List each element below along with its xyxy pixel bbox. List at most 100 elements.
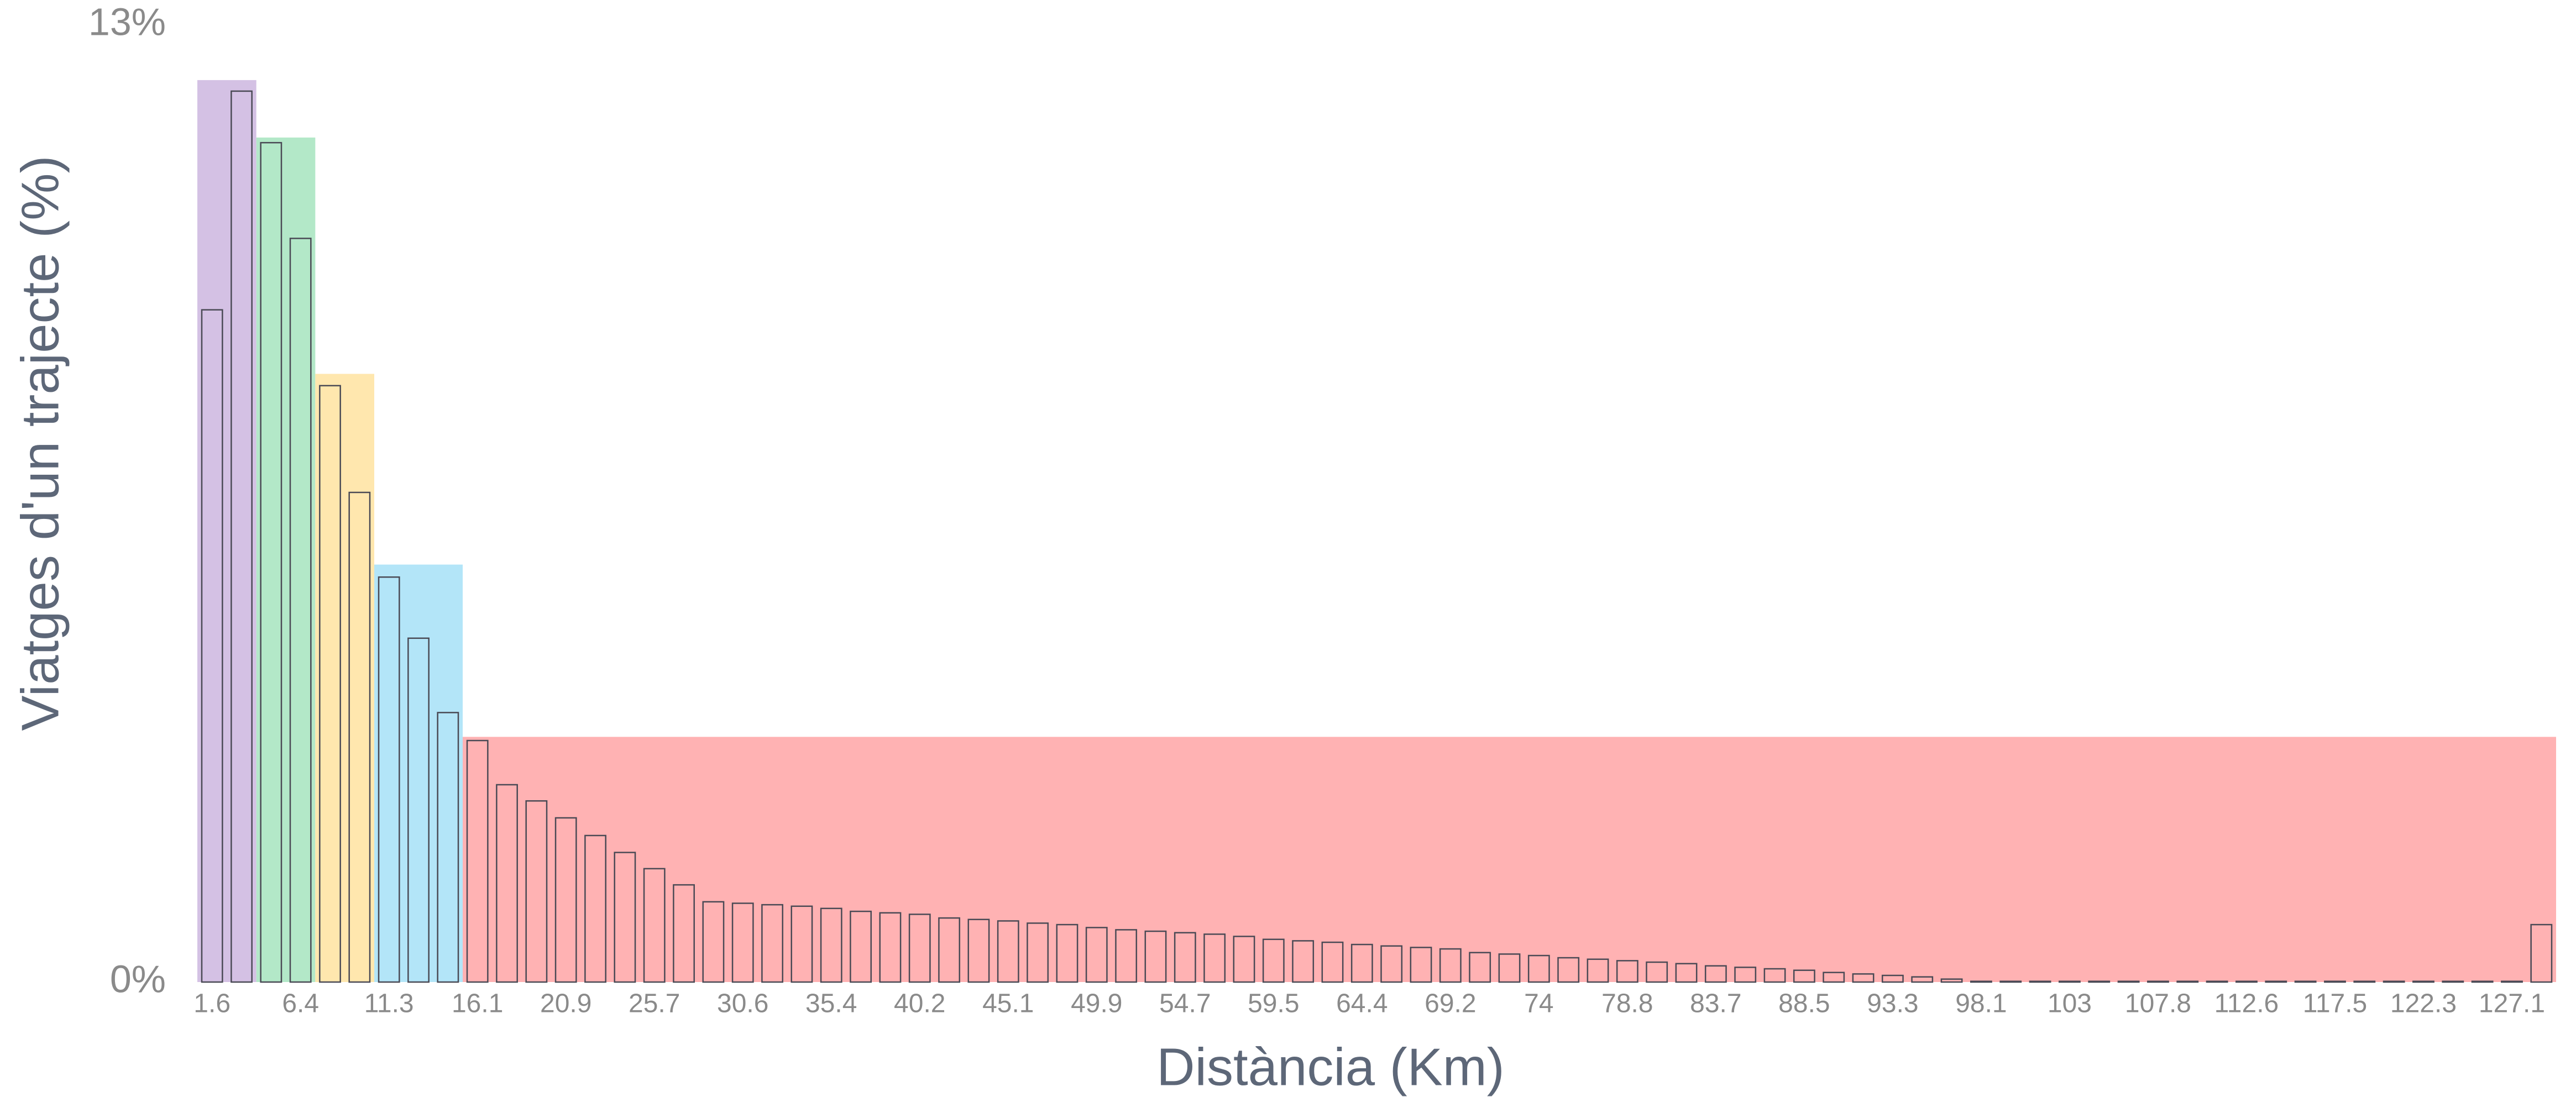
x-tick-label: 16.1 (452, 989, 503, 1019)
bar (1233, 936, 1255, 983)
bar (1469, 952, 1491, 983)
bar (1940, 978, 1963, 983)
bar (1911, 976, 1934, 983)
bar (466, 739, 489, 983)
bar (1646, 961, 1668, 983)
bar (1321, 941, 1344, 983)
bar (2471, 980, 2494, 983)
bar (554, 817, 577, 983)
bar (1970, 980, 1992, 983)
bar (1616, 960, 1638, 983)
x-tick-label: 88.5 (1778, 989, 1830, 1019)
bar (584, 834, 606, 983)
bar (2530, 923, 2553, 983)
bar (2176, 980, 2199, 983)
x-tick-label: 83.7 (1690, 989, 1741, 1019)
highlight-band (315, 374, 375, 982)
bar (761, 904, 783, 983)
x-tick-label: 45.1 (982, 989, 1034, 1019)
bar (938, 917, 961, 983)
bar (1999, 980, 2022, 983)
bar (673, 884, 695, 983)
bar (1587, 958, 1609, 983)
bar (1734, 967, 1757, 983)
bar (231, 90, 253, 983)
x-tick-label: 98.1 (1955, 989, 2007, 1019)
bar (1439, 948, 1462, 983)
x-tick-label: 59.5 (1248, 989, 1299, 1019)
bar (2412, 980, 2434, 983)
highlight-band (463, 737, 2556, 982)
x-tick-label: 74 (1524, 989, 1553, 1019)
bar (2029, 980, 2051, 983)
bar (2442, 980, 2464, 983)
y-tick-label: 0% (110, 957, 166, 1000)
bar (2501, 980, 2523, 983)
bar (614, 852, 636, 983)
bar (2383, 980, 2405, 983)
x-tick-label: 69.2 (1425, 989, 1476, 1019)
x-tick-label: 54.7 (1159, 989, 1211, 1019)
bar (1410, 947, 1432, 983)
bar (702, 901, 725, 983)
bar (2235, 980, 2258, 983)
y-tick-label: 13% (88, 0, 166, 43)
bar (2265, 980, 2287, 983)
x-tick-label: 11.3 (364, 989, 414, 1019)
bar (1174, 932, 1196, 983)
bar (2059, 980, 2081, 983)
bar (348, 491, 371, 983)
x-tick-label: 93.3 (1867, 989, 1918, 1019)
bar (1557, 957, 1580, 983)
x-tick-label: 64.4 (1336, 989, 1388, 1019)
bar (643, 868, 666, 983)
x-tick-label: 20.9 (540, 989, 591, 1019)
bar (525, 800, 548, 983)
bar (1056, 923, 1078, 983)
x-tick-label: 30.6 (717, 989, 768, 1019)
bar (289, 238, 312, 983)
x-tick-label: 49.9 (1071, 989, 1122, 1019)
bar (1262, 938, 1285, 983)
bar (1704, 965, 1727, 983)
bar (1292, 940, 1315, 983)
bar (201, 309, 223, 983)
bar (1527, 954, 1550, 983)
x-tick-label: 103 (2048, 989, 2092, 1019)
bar (731, 902, 754, 983)
bar (1115, 929, 1138, 983)
bar (1852, 973, 1875, 983)
bar (967, 918, 990, 983)
bar (1203, 933, 1226, 983)
bar (407, 637, 430, 983)
highlight-band (256, 137, 316, 983)
bar (1144, 930, 1167, 983)
x-tick-label: 25.7 (629, 989, 680, 1019)
bar (1027, 922, 1049, 983)
bar (260, 141, 282, 983)
bar (1793, 969, 1815, 983)
y-axis-title: Viatges d'un trajecte (%) (11, 155, 70, 731)
bar (1763, 968, 1786, 983)
highlight-band (374, 564, 463, 982)
x-tick-label: 35.4 (805, 989, 857, 1019)
x-tick-label: 127.1 (2479, 989, 2545, 1019)
bar (2206, 980, 2228, 983)
bar (2324, 980, 2346, 983)
bar (1498, 953, 1521, 983)
x-tick-label: 112.6 (2214, 989, 2279, 1019)
bar (319, 385, 341, 983)
x-tick-label: 1.6 (193, 989, 231, 1019)
x-tick-label: 117.5 (2303, 989, 2368, 1019)
x-tick-label: 122.3 (2390, 989, 2457, 1019)
bar (1380, 945, 1403, 983)
bar (378, 576, 400, 983)
bar (790, 905, 813, 983)
bar (997, 920, 1019, 983)
highlight-band (197, 80, 256, 982)
bar (908, 914, 931, 983)
bar (1085, 927, 1108, 983)
x-tick-label: 40.2 (894, 989, 945, 1019)
bar (2294, 980, 2317, 983)
